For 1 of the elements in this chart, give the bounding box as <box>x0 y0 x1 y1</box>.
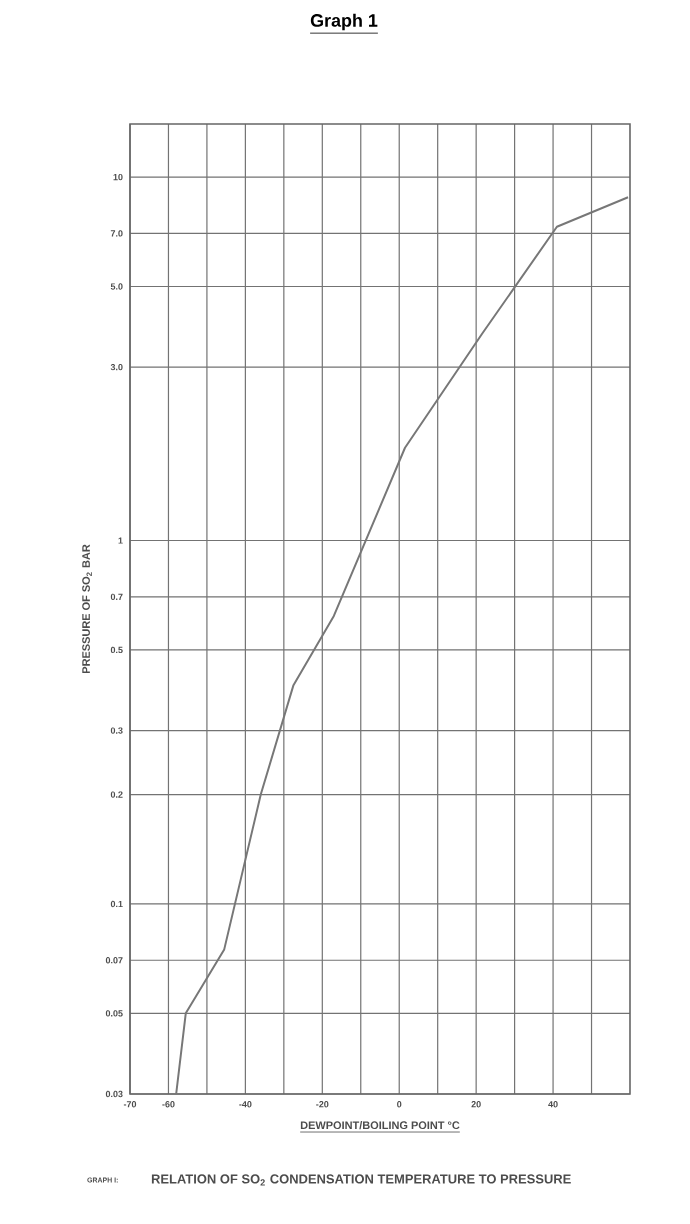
chart-title: Graph 1 <box>310 13 378 31</box>
